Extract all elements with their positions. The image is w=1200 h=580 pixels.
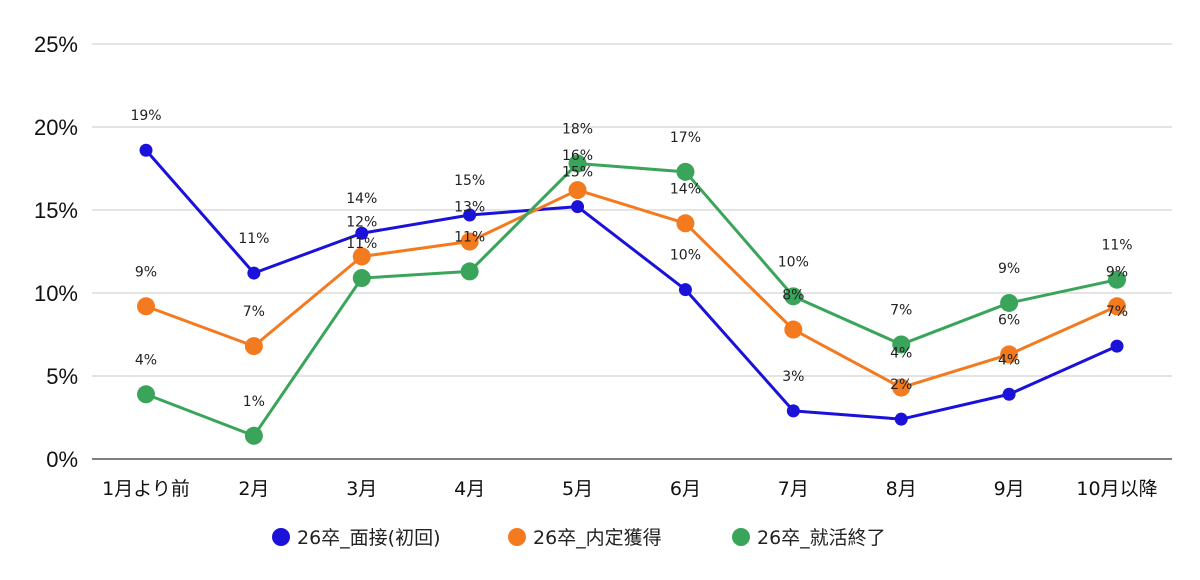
y-tick-label: 15% xyxy=(34,198,78,223)
data-point xyxy=(352,247,371,266)
data-point xyxy=(571,200,585,214)
data-label: 6% xyxy=(998,312,1020,328)
data-label: 15% xyxy=(562,165,593,181)
x-tick-label: 4月 xyxy=(454,478,485,500)
data-point xyxy=(892,378,911,397)
data-point xyxy=(137,297,155,316)
data-point xyxy=(892,335,911,354)
data-point xyxy=(784,320,803,339)
data-label: 9% xyxy=(135,264,157,280)
data-point xyxy=(894,412,908,426)
data-label: 7% xyxy=(890,302,912,318)
x-tick-label: 6月 xyxy=(670,478,701,500)
y-tick-label: 0% xyxy=(46,447,78,472)
legend-marker xyxy=(272,528,290,546)
data-label: 4% xyxy=(890,346,912,362)
data-label: 7% xyxy=(243,304,265,320)
legend-label: 26卒_面接(初回) xyxy=(297,527,441,549)
gridlines xyxy=(92,43,1172,460)
x-tick-label: 2月 xyxy=(238,478,269,500)
data-labels: 19% 11% 14% 15% 15% 10% 3% 2% 4% 7% 9% 7% 12% 13% 16% 1… xyxy=(130,108,1132,410)
data-label: 10% xyxy=(778,254,809,270)
x-axis-ticks: 1月より前 2月 3月 4月 5月 6月 7月 8月 9月 10月以降 xyxy=(102,478,1157,500)
y-tick-label: 10% xyxy=(34,281,78,306)
data-label: 11% xyxy=(1101,238,1132,254)
data-point xyxy=(568,181,587,200)
data-label: 11% xyxy=(454,229,485,245)
x-tick-label: 1月より前 xyxy=(102,478,190,500)
data-point xyxy=(678,283,692,297)
data-point xyxy=(1000,293,1019,312)
data-point xyxy=(676,214,695,233)
legend-label: 26卒_就活終了 xyxy=(757,527,886,549)
data-label: 2% xyxy=(890,377,912,393)
x-tick-label: 5月 xyxy=(562,478,593,500)
data-point xyxy=(1110,339,1124,353)
data-label: 15% xyxy=(454,173,485,189)
legend-marker xyxy=(508,528,526,546)
data-label: 9% xyxy=(998,261,1020,277)
data-label: 1% xyxy=(243,394,265,410)
data-label: 17% xyxy=(670,130,701,146)
data-point xyxy=(786,404,800,418)
legend-label: 26卒_内定獲得 xyxy=(533,527,662,549)
x-tick-label: 7月 xyxy=(778,478,809,500)
series-line xyxy=(144,188,1119,390)
data-point xyxy=(244,337,263,356)
data-label: 9% xyxy=(1106,264,1128,280)
data-label: 11% xyxy=(346,236,377,252)
x-tick-label: 3月 xyxy=(346,478,377,500)
data-label: 3% xyxy=(782,369,804,385)
data-label: 14% xyxy=(346,191,377,207)
data-label: 7% xyxy=(1106,304,1128,320)
series-line xyxy=(144,148,1119,421)
legend: 26卒_面接(初回) 26卒_内定獲得 26卒_就活終了 xyxy=(272,527,886,549)
x-tick-label: 9月 xyxy=(994,478,1025,500)
data-point xyxy=(355,226,369,240)
data-label: 12% xyxy=(346,214,377,230)
y-tick-label: 20% xyxy=(34,115,78,140)
data-label: 14% xyxy=(670,181,701,197)
data-point xyxy=(1108,270,1126,289)
data-point xyxy=(784,287,803,306)
data-point xyxy=(1108,297,1126,316)
y-tick-label: 5% xyxy=(46,364,78,389)
data-label: 8% xyxy=(782,288,804,304)
legend-marker xyxy=(732,528,750,546)
data-point xyxy=(244,426,263,445)
data-label: 13% xyxy=(454,200,485,216)
data-point xyxy=(1000,345,1019,364)
data-point xyxy=(1002,387,1016,401)
data-point xyxy=(676,162,695,181)
data-label: 4% xyxy=(135,352,157,368)
x-tick-label: 8月 xyxy=(886,478,917,500)
data-point xyxy=(460,262,479,281)
data-label: 10% xyxy=(670,248,701,264)
series-lines xyxy=(137,143,1126,445)
data-point xyxy=(137,385,155,404)
data-point xyxy=(460,232,479,251)
y-axis-ticks: 0% 5% 10% 15% 20% 25% xyxy=(34,32,78,472)
data-label: 4% xyxy=(998,352,1020,368)
data-point xyxy=(352,269,371,288)
data-point xyxy=(568,154,587,173)
data-label: 16% xyxy=(562,148,593,164)
data-point xyxy=(139,143,153,157)
y-tick-label: 25% xyxy=(34,32,78,57)
data-point xyxy=(463,208,477,222)
series-line xyxy=(144,162,1119,438)
x-tick-label: 10月以降 xyxy=(1076,478,1157,500)
data-point xyxy=(247,266,261,280)
data-label: 11% xyxy=(238,231,269,247)
data-label: 19% xyxy=(130,108,161,124)
data-label: 18% xyxy=(562,122,593,138)
